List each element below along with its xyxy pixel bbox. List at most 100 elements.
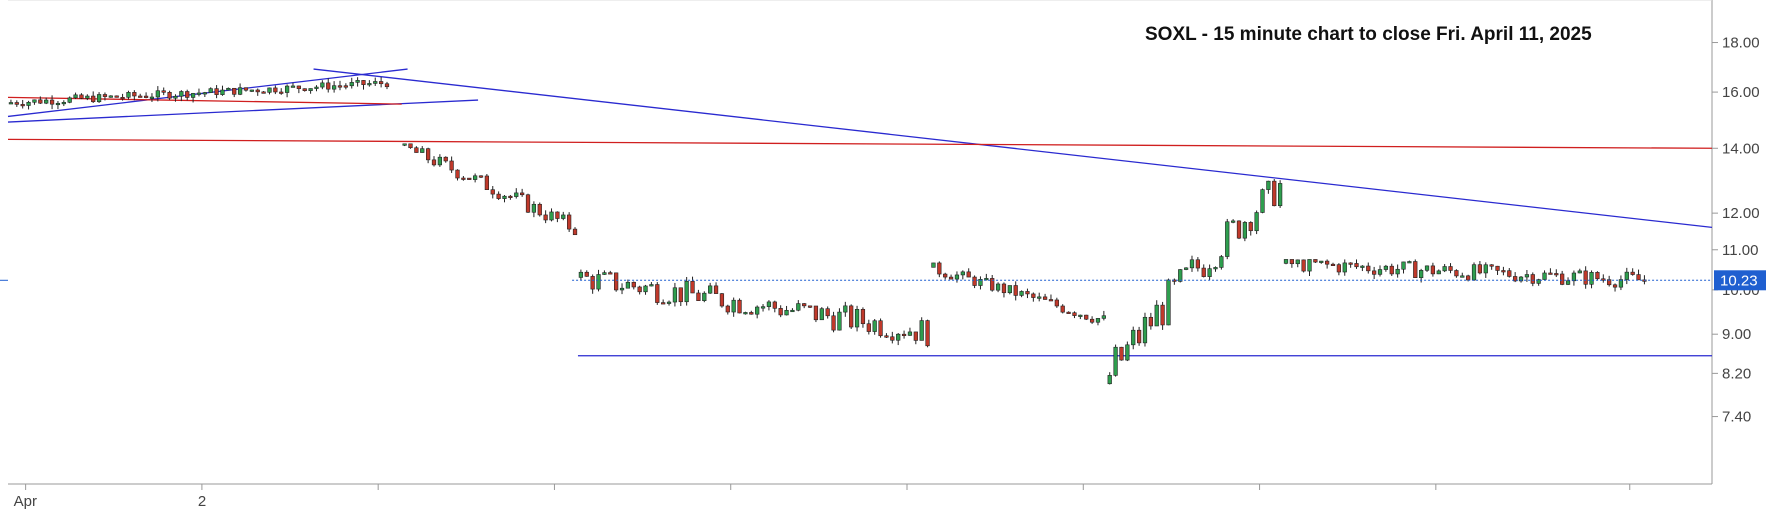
candle-up [237,87,243,95]
y-tick-label: 8.20 [1722,365,1751,382]
candle-up [126,92,131,98]
candle-up [549,211,554,221]
chart-title: SOXL - 15 minute chart to close Fri. Apr… [1145,24,1592,45]
candle-down [255,89,260,93]
candle-down [1560,273,1565,285]
candle-down [772,301,777,309]
candle-down [1289,259,1294,265]
chart-frame [8,0,1713,485]
candle-up [602,272,607,275]
candle-down [825,308,830,317]
candle-up [1483,264,1488,274]
candle-down [185,91,190,98]
candle-up [349,82,354,87]
candle-up [284,85,290,93]
candle-up [55,102,61,106]
candle-down [1530,274,1535,284]
candle-up [760,306,766,309]
candle-down [343,85,348,88]
candle-down [719,293,725,307]
candle-down [326,82,331,90]
candle-up [1125,344,1130,361]
candle-up [1019,291,1024,296]
candle-down [1336,264,1342,273]
candle-up [226,87,231,91]
candle-up [1342,262,1347,273]
candle-up [514,192,519,197]
candle-down [496,193,501,199]
trendline[interactable] [7,96,402,105]
candle-up [708,285,713,294]
candle-up [1436,270,1441,275]
candle-up [960,271,965,276]
candle-up [561,214,566,219]
candle-down [1454,270,1459,277]
candle-up [625,281,631,289]
candle-down [1477,264,1483,274]
candle-down [384,83,390,88]
candle-up [402,143,407,146]
candle-up [1095,318,1101,323]
candles [8,77,1647,385]
candle-up [702,292,707,301]
candle-up [173,95,178,99]
candle-up [1107,375,1112,385]
candle-up [666,301,672,304]
candle-down [637,286,642,293]
candle-up [819,308,824,321]
candle-up [1624,271,1629,280]
candle-up [796,303,801,311]
candle-down [590,276,595,290]
candle-up [1242,222,1247,239]
trendline[interactable] [7,68,408,118]
candle-up [619,287,625,291]
candle-down [455,169,460,179]
candle-down [431,159,437,166]
candle-down [1048,299,1054,302]
last-price-marker[interactable]: 10.23 [0,270,1766,291]
candle-down [1636,274,1641,281]
candle-down [232,87,237,95]
candle-down [279,91,284,94]
candle-up [643,285,648,293]
candle-down [778,308,783,316]
candle-down [1160,304,1165,326]
trendline[interactable] [7,138,1713,149]
candle-down [948,276,954,280]
candle-down [261,91,266,94]
candle-down [1013,285,1018,296]
candle-down [120,97,125,100]
candle-up [1295,259,1300,265]
candle-down [1612,284,1618,288]
candle-up [1307,259,1312,272]
candle-up [1419,270,1424,278]
candle-down [1201,267,1206,277]
x-tick-label: Apr [14,493,37,510]
trendline[interactable] [313,68,1713,229]
candle-down [901,333,907,336]
candle-down [1001,283,1007,294]
candle-up [1278,183,1283,207]
candle-up [1254,212,1259,232]
candle-up [872,320,877,332]
candle-down [537,203,542,216]
candle-up [1178,269,1183,282]
candle-down [807,305,813,308]
y-tick-label: 11.00 [1722,242,1758,259]
candle-down [966,271,971,278]
candle-down [143,95,149,98]
candle-up [190,93,196,98]
candle-up [331,85,337,90]
candle-up [1213,267,1218,270]
candle-down [555,211,560,219]
candle-down [296,85,301,89]
candle-down [1236,220,1242,239]
candle-up [1113,346,1118,376]
candle-down [943,273,948,278]
candle-down [1413,261,1418,278]
candle-up [766,301,772,307]
candle-down [614,272,619,291]
candle-up [1524,274,1530,278]
candle-down [214,88,219,95]
